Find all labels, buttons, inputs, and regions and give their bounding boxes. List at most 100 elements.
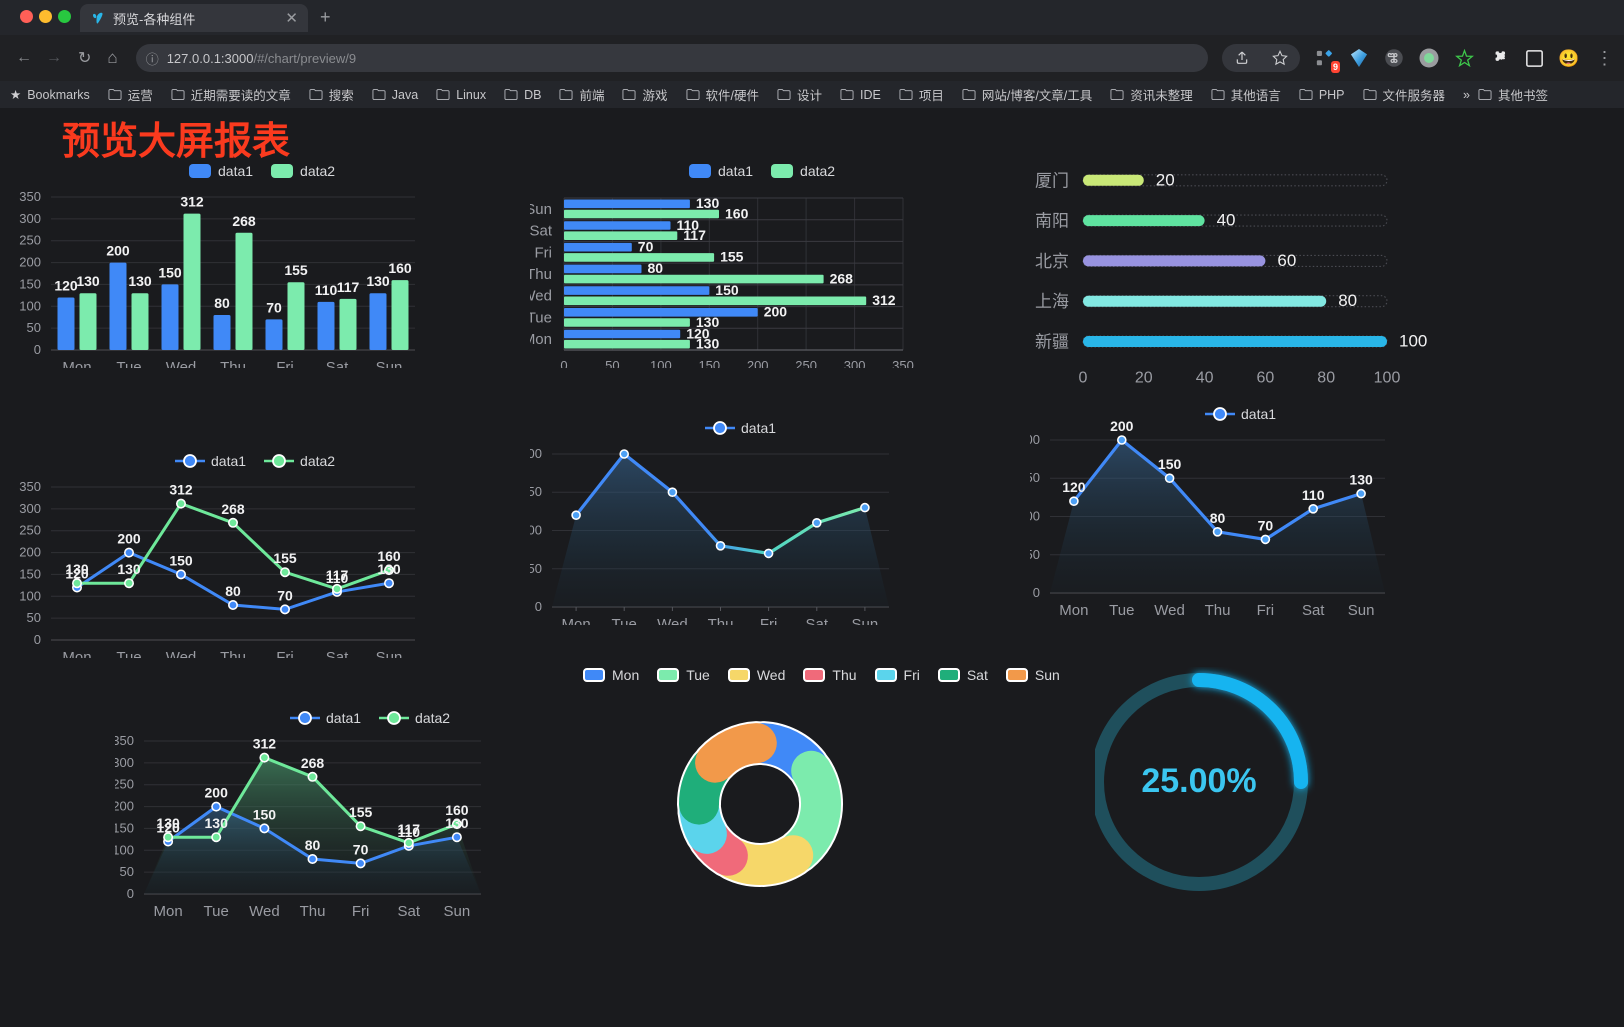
svg-text:80: 80 [214, 295, 230, 311]
svg-text:130: 130 [366, 273, 390, 289]
svg-text:100: 100 [115, 842, 134, 857]
svg-text:70: 70 [277, 587, 293, 603]
svg-text:110: 110 [1302, 487, 1325, 503]
svg-text:312: 312 [253, 736, 277, 752]
svg-text:40: 40 [1217, 211, 1236, 230]
svg-text:Sat: Sat [326, 359, 349, 368]
svg-text:Sun: Sun [376, 359, 403, 368]
svg-text:200: 200 [1110, 418, 1134, 434]
svg-text:80: 80 [1338, 291, 1357, 310]
svg-text:Sat: Sat [530, 223, 553, 240]
svg-text:200: 200 [115, 799, 134, 814]
svg-text:160: 160 [445, 802, 469, 818]
svg-text:Mon: Mon [62, 649, 91, 658]
svg-text:155: 155 [720, 249, 744, 265]
svg-text:117: 117 [337, 279, 360, 295]
svg-text:117: 117 [683, 227, 706, 243]
svg-text:150: 150 [19, 566, 41, 581]
svg-text:100: 100 [1030, 509, 1040, 524]
svg-text:20: 20 [1156, 170, 1175, 189]
svg-text:250: 250 [115, 777, 134, 792]
svg-text:160: 160 [377, 548, 401, 564]
svg-text:300: 300 [19, 501, 41, 516]
svg-text:厦门: 厦门 [1035, 171, 1069, 190]
svg-text:50: 50 [27, 610, 41, 625]
svg-text:100: 100 [19, 588, 41, 603]
svg-text:Sun: Sun [852, 616, 879, 625]
svg-text:Wed: Wed [530, 288, 552, 305]
svg-text:268: 268 [830, 270, 854, 286]
svg-text:130: 130 [76, 273, 100, 289]
svg-text:150: 150 [1030, 470, 1040, 485]
svg-text:Mon: Mon [1059, 602, 1088, 619]
svg-text:80: 80 [648, 260, 664, 276]
svg-text:117: 117 [398, 821, 421, 837]
svg-text:155: 155 [284, 262, 308, 278]
svg-text:新疆: 新疆 [1035, 333, 1069, 352]
svg-text:155: 155 [273, 550, 297, 566]
svg-text:150: 150 [253, 806, 277, 822]
svg-text:130: 130 [156, 815, 180, 831]
svg-text:350: 350 [115, 733, 134, 748]
svg-text:150: 150 [1158, 456, 1182, 472]
svg-text:120: 120 [1062, 479, 1086, 495]
svg-text:200: 200 [530, 446, 542, 461]
svg-text:0: 0 [535, 599, 542, 614]
svg-text:Wed: Wed [166, 359, 197, 368]
svg-text:50: 50 [27, 320, 41, 335]
svg-text:250: 250 [19, 233, 41, 248]
svg-text:80: 80 [305, 837, 321, 853]
svg-text:Mon: Mon [154, 903, 183, 920]
svg-text:Tue: Tue [530, 309, 552, 326]
svg-text:70: 70 [353, 841, 369, 857]
svg-text:100: 100 [1399, 332, 1427, 351]
svg-text:Tue: Tue [116, 359, 141, 368]
svg-text:150: 150 [19, 276, 41, 291]
svg-text:Sun: Sun [530, 201, 552, 218]
svg-text:200: 200 [106, 243, 130, 259]
svg-text:160: 160 [725, 205, 749, 221]
svg-text:Fri: Fri [1257, 602, 1275, 619]
svg-text:130: 130 [205, 815, 229, 831]
svg-text:0: 0 [34, 632, 41, 647]
svg-text:100: 100 [530, 523, 542, 538]
svg-text:0: 0 [127, 886, 134, 901]
svg-text:50: 50 [1030, 547, 1040, 562]
svg-text:200: 200 [117, 531, 141, 547]
svg-text:70: 70 [266, 299, 282, 315]
svg-text:150: 150 [169, 552, 193, 568]
svg-text:Wed: Wed [657, 616, 688, 625]
svg-text:Thu: Thu [530, 266, 552, 283]
svg-text:Tue: Tue [1109, 602, 1134, 619]
svg-text:268: 268 [301, 755, 325, 771]
svg-text:312: 312 [180, 194, 204, 210]
svg-text:Mon: Mon [562, 616, 591, 625]
svg-text:130: 130 [1349, 472, 1373, 488]
svg-text:155: 155 [349, 804, 373, 820]
svg-text:80: 80 [225, 583, 241, 599]
svg-text:Sat: Sat [1302, 602, 1325, 619]
svg-text:0: 0 [1033, 585, 1040, 600]
svg-text:150: 150 [158, 264, 182, 280]
svg-text:80: 80 [1210, 510, 1226, 526]
svg-text:312: 312 [169, 482, 193, 498]
svg-text:Fri: Fri [535, 244, 553, 261]
svg-text:Sat: Sat [806, 616, 829, 625]
svg-text:Sat: Sat [398, 903, 421, 920]
svg-text:北京: 北京 [1035, 252, 1069, 271]
svg-text:130: 130 [128, 273, 152, 289]
svg-text:Thu: Thu [708, 616, 734, 625]
svg-text:Wed: Wed [249, 903, 280, 920]
svg-text:312: 312 [872, 292, 896, 308]
svg-text:150: 150 [115, 820, 134, 835]
svg-text:Sun: Sun [444, 903, 471, 920]
svg-text:350: 350 [19, 189, 41, 204]
svg-text:70: 70 [1258, 517, 1274, 533]
svg-text:50: 50 [530, 561, 542, 576]
svg-text:Thu: Thu [300, 903, 326, 920]
svg-text:Fri: Fri [760, 616, 778, 625]
svg-text:Tue: Tue [204, 903, 229, 920]
svg-text:Thu: Thu [1205, 602, 1231, 619]
svg-text:Mon: Mon [62, 359, 91, 368]
svg-text:70: 70 [638, 239, 654, 255]
